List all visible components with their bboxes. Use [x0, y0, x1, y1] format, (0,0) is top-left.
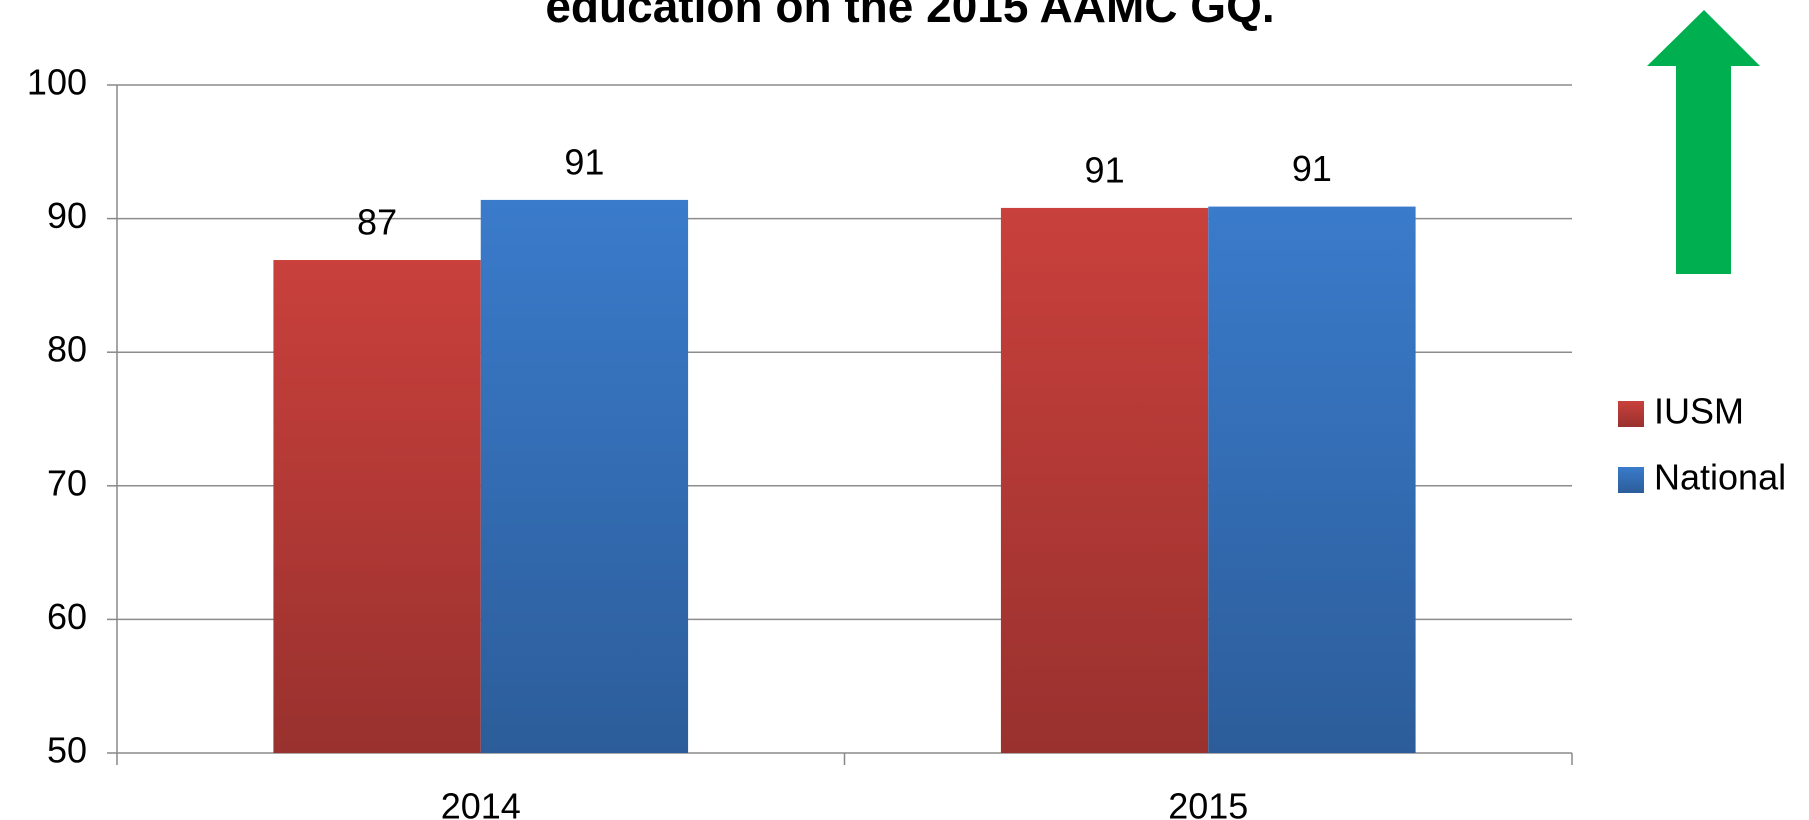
bar [1000, 207, 1209, 754]
legend-swatch [1618, 401, 1644, 427]
y-tick-label: 80 [47, 329, 87, 370]
legend-label: IUSM [1654, 391, 1744, 432]
data-label: 91 [564, 141, 604, 182]
bar [273, 260, 481, 753]
bar [480, 199, 689, 753]
y-tick-label: 100 [27, 62, 87, 103]
x-tick-label: 2014 [441, 786, 521, 820]
up-arrow [1647, 10, 1760, 274]
bar [1208, 206, 1416, 754]
data-label: 87 [357, 202, 397, 243]
x-tick-label: 2015 [1168, 786, 1248, 820]
y-tick-label: 70 [47, 462, 87, 503]
y-tick-label: 50 [47, 730, 87, 771]
data-label: 91 [1292, 148, 1332, 189]
chart-title: education on the 2015 AAMC GQ. [545, 0, 1274, 32]
y-tick-label: 60 [47, 596, 87, 637]
legend-label: National [1654, 457, 1786, 498]
data-label: 91 [1085, 149, 1125, 190]
legend-swatch [1618, 467, 1644, 493]
y-tick-label: 90 [47, 195, 87, 236]
